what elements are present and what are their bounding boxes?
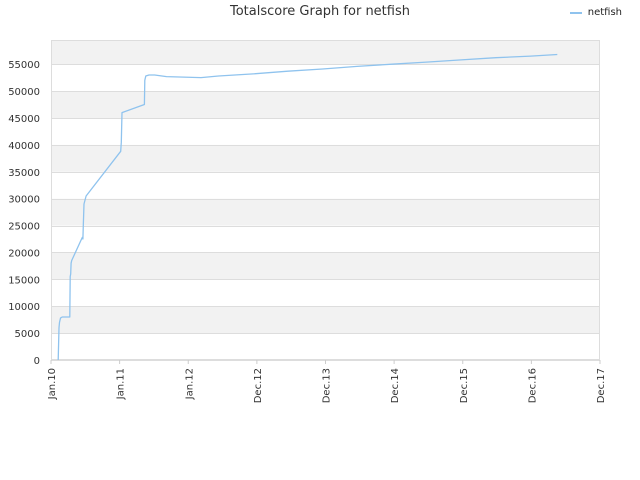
chart-title: Totalscore Graph for netfish (230, 4, 410, 19)
y-tick-label: 55000 (8, 60, 40, 71)
grid-band (51, 279, 600, 307)
series-line-netfish (57, 53, 558, 361)
x-tick-label: Dec.12 (253, 368, 264, 403)
y-tick-label: 0 (34, 356, 40, 367)
grid-band (51, 333, 600, 360)
y-tick-label: 35000 (8, 168, 40, 179)
legend-label: netfish (587, 7, 622, 18)
grid-band (51, 171, 600, 199)
grid-band (51, 198, 600, 226)
y-tick-label: 15000 (8, 275, 40, 286)
grid-band (51, 40, 600, 65)
y-tick-label: 30000 (8, 195, 40, 206)
x-tick-label: Dec.17 (596, 368, 607, 403)
x-tick-label: Dec.15 (459, 368, 470, 403)
plot-border (51, 40, 600, 360)
y-tick-label: 10000 (8, 302, 40, 313)
x-tick-label: Dec.14 (390, 368, 401, 403)
x-tick-label: Dec.13 (322, 368, 333, 403)
legend-swatch (569, 11, 582, 14)
y-tick-label: 45000 (8, 114, 40, 125)
x-tick-label: Jan.10 (47, 368, 58, 400)
x-tick-label: Dec.16 (527, 368, 538, 403)
grid-band (51, 306, 600, 334)
y-tick-label: 40000 (8, 141, 40, 152)
x-tick-label: Jan.11 (116, 368, 127, 400)
x-tick-label: Jan.12 (184, 368, 195, 400)
y-tick-label: 20000 (8, 248, 40, 259)
chart-legend: netfish (569, 7, 622, 18)
grid-band (51, 91, 600, 118)
grid-band (51, 252, 600, 280)
grid-band (51, 144, 600, 172)
y-tick-label: 5000 (15, 329, 40, 340)
grid-band (51, 117, 600, 145)
grid-band (51, 225, 600, 253)
y-tick-label: 50000 (8, 87, 40, 98)
y-tick-label: 25000 (8, 222, 40, 233)
